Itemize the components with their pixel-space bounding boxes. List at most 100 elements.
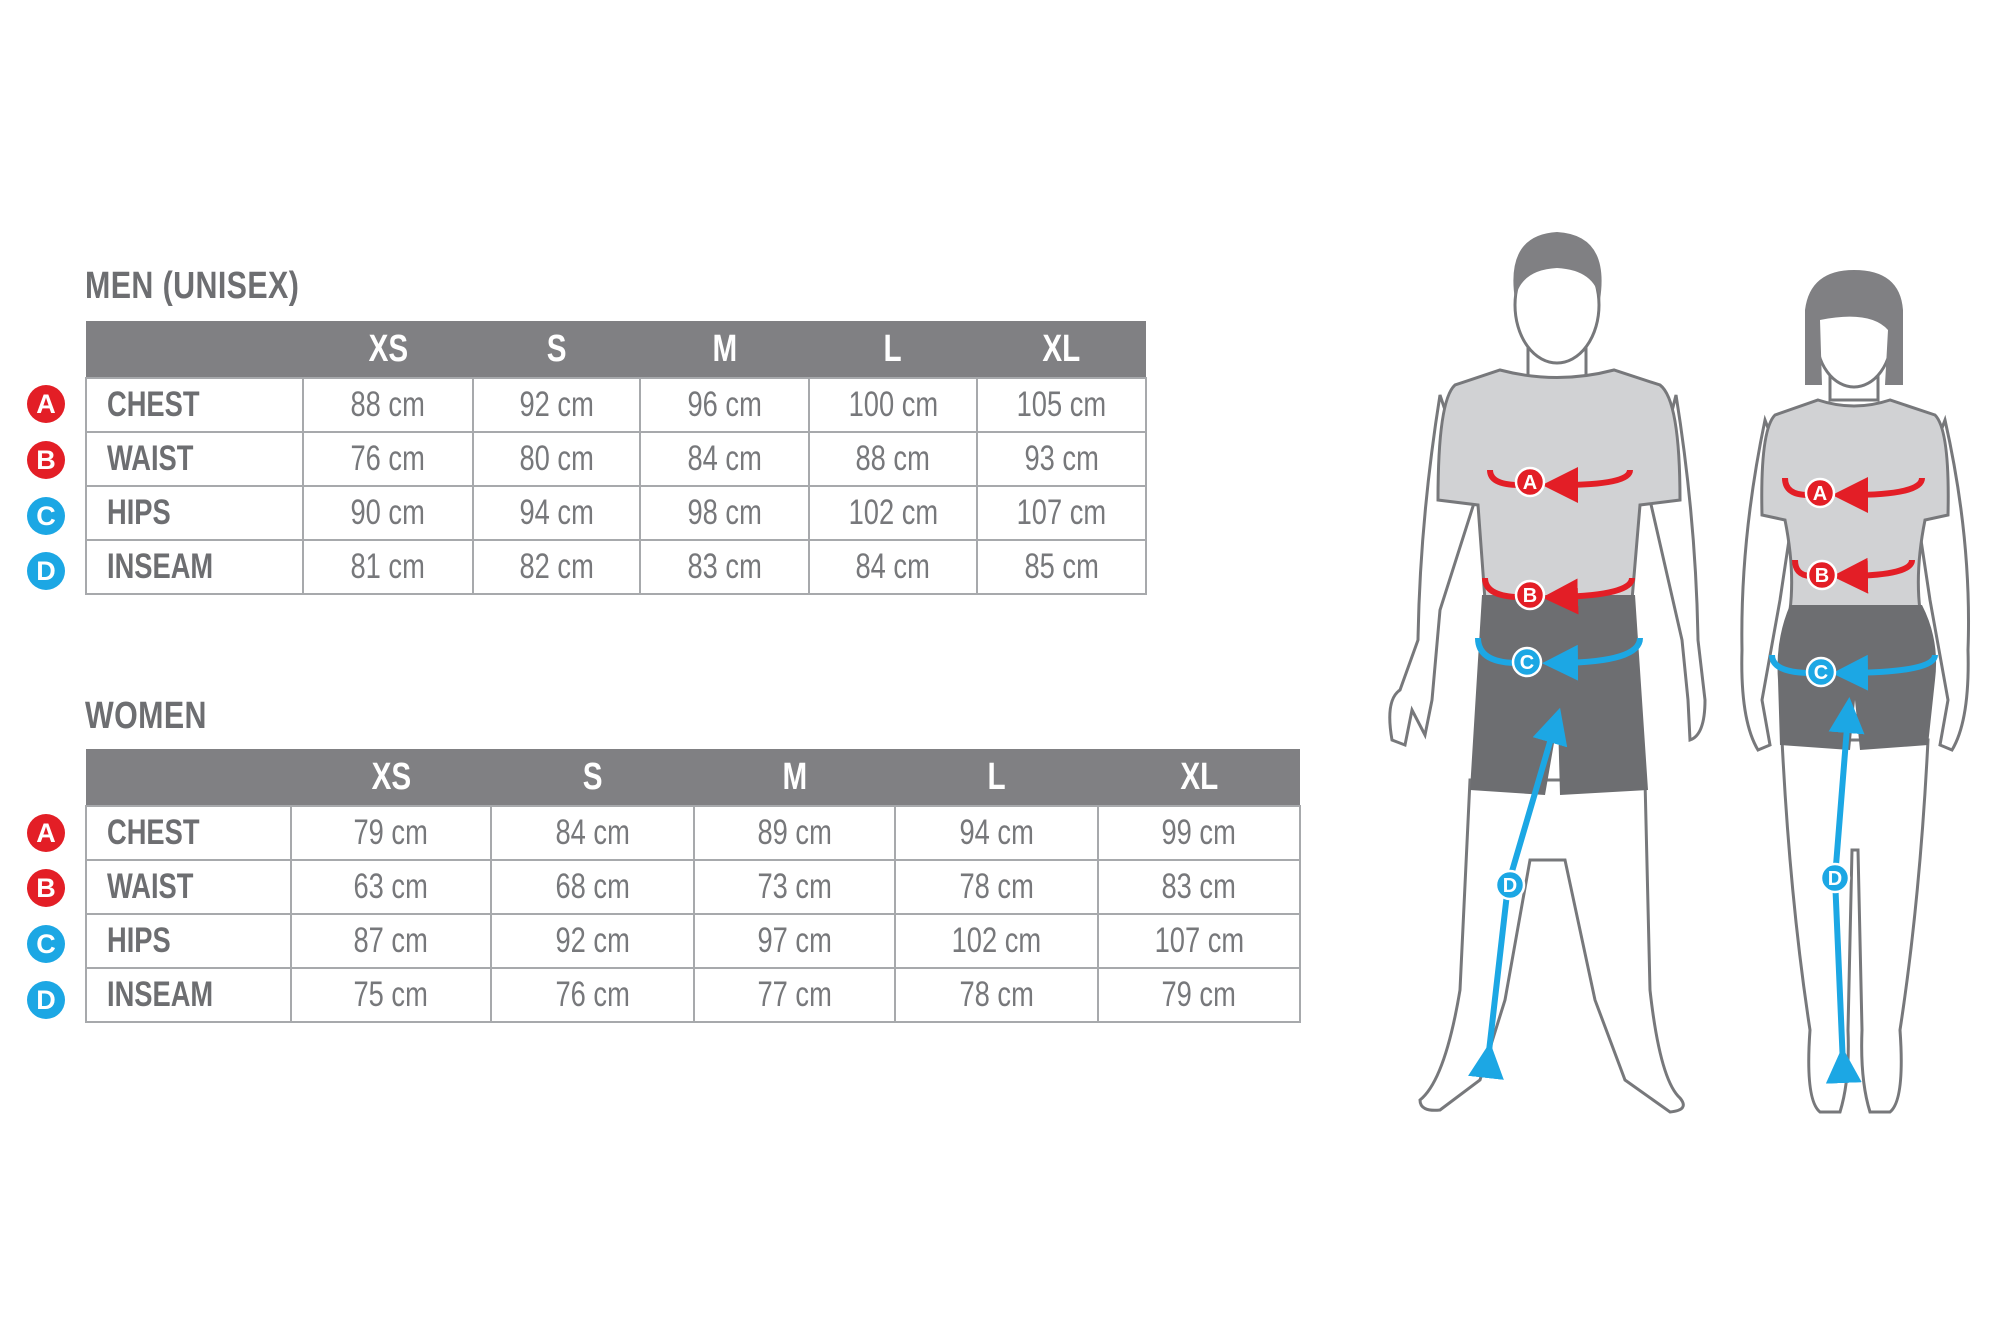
marker-d-male: D: [1494, 869, 1526, 901]
measurement-value: 98 cm: [639, 485, 810, 541]
svg-text:D: D: [1828, 868, 1842, 890]
svg-text:D: D: [1503, 875, 1517, 897]
measurement-value: 80 cm: [472, 431, 641, 487]
measurement-label: INSEAM: [85, 539, 304, 595]
measurement-value: 83 cm: [1097, 859, 1301, 915]
measurement-value: 81 cm: [302, 539, 474, 595]
measurement-value: 90 cm: [302, 485, 474, 541]
measurement-value: 79 cm: [290, 805, 492, 861]
table-row: INSEAM 75 cm 76 cm 77 cm 78 cm 79 cm: [85, 967, 1301, 1023]
size-header: S: [473, 321, 640, 378]
male-hair: [1513, 232, 1602, 300]
measurement-value: 78 cm: [894, 859, 1099, 915]
measurement-value: 78 cm: [894, 967, 1099, 1023]
measurement-value: 102 cm: [894, 913, 1099, 969]
measurement-label: HIPS: [85, 913, 292, 969]
header-empty: [86, 321, 303, 378]
measurement-value: 83 cm: [639, 539, 810, 595]
measurement-label: HIPS: [85, 485, 304, 541]
measurement-value: 89 cm: [693, 805, 896, 861]
marker-b-female: B: [1806, 559, 1838, 591]
measurement-label: CHEST: [85, 377, 304, 433]
female-chest-line: [1832, 476, 1925, 513]
measurement-value: 63 cm: [290, 859, 492, 915]
svg-text:C: C: [1520, 652, 1534, 674]
size-header: M: [694, 749, 895, 806]
measurement-value: 84 cm: [490, 805, 695, 861]
svg-text:A: A: [1813, 483, 1827, 505]
size-header: XS: [303, 321, 473, 378]
svg-text:A: A: [1523, 472, 1537, 494]
male-chest-line: [1542, 466, 1633, 503]
female-shorts: [1777, 605, 1937, 750]
size-header-row: XS S M L XL: [86, 321, 1146, 378]
measurement-value: 107 cm: [976, 485, 1147, 541]
measurement-label: WAIST: [85, 431, 304, 487]
measurement-value: 84 cm: [808, 539, 978, 595]
measurement-value: 68 cm: [490, 859, 695, 915]
measurement-value: 107 cm: [1097, 913, 1301, 969]
table-row: WAIST 63 cm 68 cm 73 cm 78 cm 83 cm: [85, 859, 1301, 915]
women-size-table: XS S M L XL CHEST 79 cm 84 cm 89 cm 94 cm 99 cm WAI…: [85, 749, 1301, 1023]
measurement-badge-b: B: [27, 440, 65, 479]
size-header: XL: [1098, 749, 1300, 806]
measurement-badge-a: A: [27, 813, 65, 852]
measurement-value: 96 cm: [639, 377, 810, 433]
svg-text:C: C: [1814, 662, 1828, 684]
marker-a-male: A: [1514, 466, 1546, 498]
svg-text:B: B: [1815, 565, 1829, 587]
size-header-row: XS S M L XL: [86, 749, 1300, 806]
measurement-value: 92 cm: [472, 377, 641, 433]
measurement-value: 76 cm: [302, 431, 474, 487]
size-header: XS: [291, 749, 491, 806]
measurement-value: 84 cm: [639, 431, 810, 487]
measurement-value: 100 cm: [808, 377, 978, 433]
measurement-badge-d: D: [27, 552, 65, 591]
measurement-value: 88 cm: [302, 377, 474, 433]
measurement-value: 94 cm: [894, 805, 1099, 861]
measurement-value: 85 cm: [976, 539, 1147, 595]
measurement-badge-d: D: [27, 980, 65, 1019]
size-header: M: [640, 321, 809, 378]
measurement-value: 82 cm: [472, 539, 641, 595]
measurement-value: 87 cm: [290, 913, 492, 969]
svg-text:B: B: [1523, 585, 1537, 607]
table-row: HIPS 87 cm 92 cm 97 cm 102 cm 107 cm: [85, 913, 1301, 969]
male-waist-line: [1542, 577, 1635, 615]
measurement-badge-c: C: [27, 496, 65, 535]
men-title: MEN (UNISEX): [85, 265, 300, 307]
marker-d-female: D: [1819, 862, 1851, 894]
measurement-value: 88 cm: [808, 431, 978, 487]
table-row: INSEAM 81 cm 82 cm 83 cm 84 cm 85 cm: [85, 539, 1147, 595]
size-header: L: [809, 321, 977, 378]
marker-b-male: B: [1514, 579, 1546, 611]
marker-a-female: A: [1804, 477, 1836, 509]
men-size-table: XS S M L XL CHEST 88 cm 92 cm 96 cm 100 cm 105 cm W…: [85, 321, 1147, 595]
table-row: CHEST 79 cm 84 cm 89 cm 94 cm 99 cm: [85, 805, 1301, 861]
measurement-value: 79 cm: [1097, 967, 1301, 1023]
measurement-value: 76 cm: [490, 967, 695, 1023]
size-header: S: [491, 749, 694, 806]
measurement-value: 73 cm: [693, 859, 896, 915]
size-header: XL: [977, 321, 1146, 378]
measurement-badge-b: B: [27, 869, 65, 908]
table-row: CHEST 88 cm 92 cm 96 cm 100 cm 105 cm: [85, 377, 1147, 433]
measurement-label: INSEAM: [85, 967, 292, 1023]
measurement-value: 92 cm: [490, 913, 695, 969]
measurement-value: 75 cm: [290, 967, 492, 1023]
measurement-value: 97 cm: [693, 913, 896, 969]
measurement-value: 77 cm: [693, 967, 896, 1023]
women-title: WOMEN: [85, 695, 207, 737]
measurement-badge-c: C: [27, 925, 65, 963]
table-row: WAIST 76 cm 80 cm 84 cm 88 cm 93 cm: [85, 431, 1147, 487]
male-shorts: [1470, 595, 1648, 795]
measurement-value: 105 cm: [976, 377, 1147, 433]
marker-c-female: C: [1805, 656, 1837, 688]
measurement-label: CHEST: [85, 805, 292, 861]
female-hips-line: [1832, 654, 1938, 691]
measurement-badge-a: A: [27, 384, 65, 423]
measurement-label: WAIST: [85, 859, 292, 915]
header-empty: [86, 749, 291, 806]
male-shirt: [1436, 368, 1682, 602]
